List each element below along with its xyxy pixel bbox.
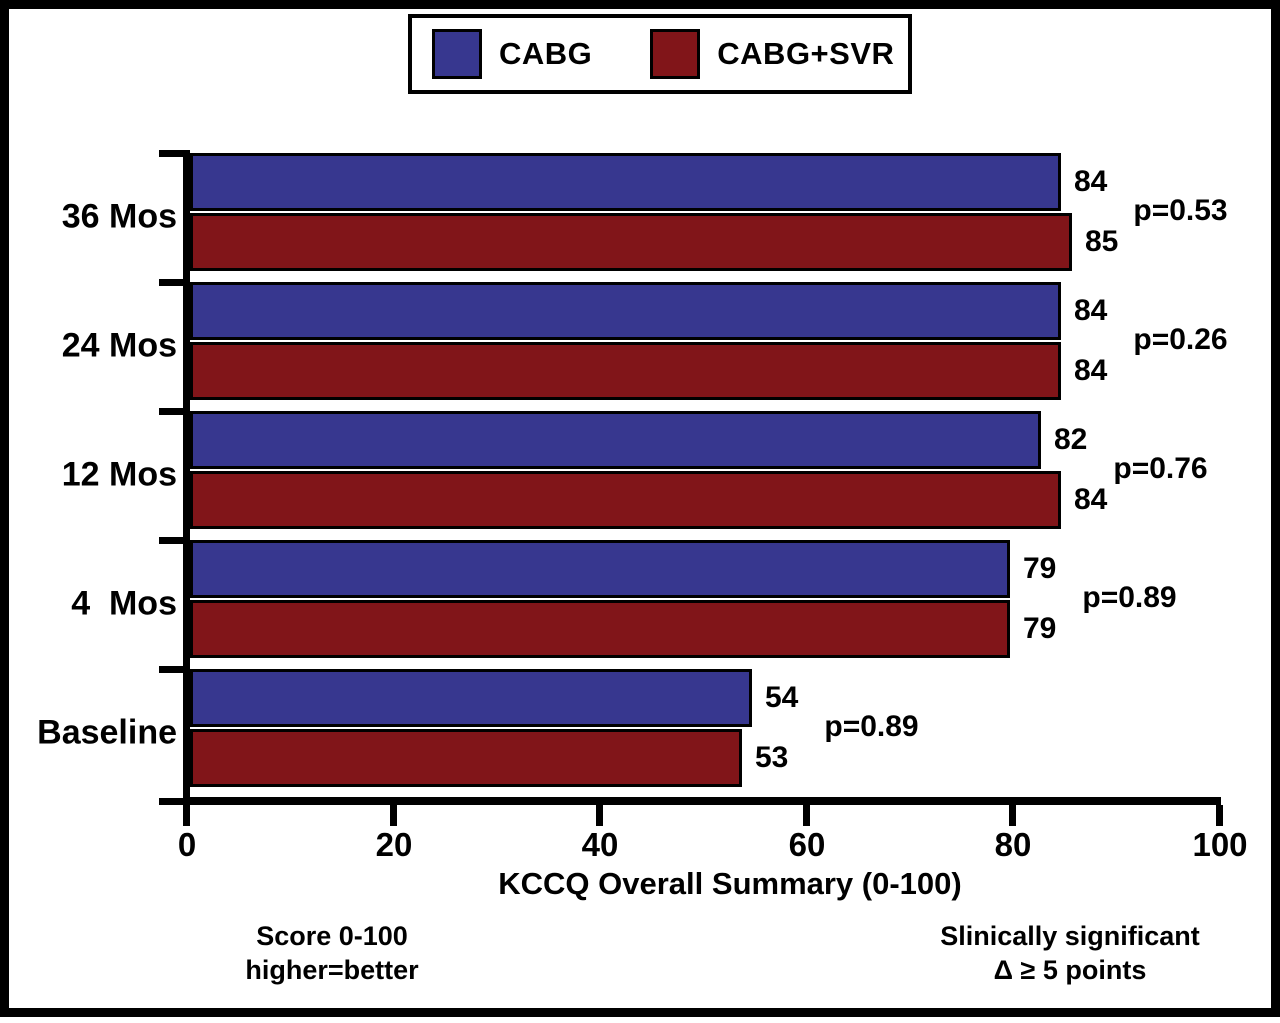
legend-item-cabg-svr: CABG+SVR (650, 29, 894, 79)
bar-group-12mos: 12 Mos 82 p=0.76 84 (62, 411, 1228, 540)
x-axis-title: KCCQ Overall Summary (0-100) (498, 866, 962, 901)
x-axis-tick (1216, 805, 1223, 826)
y-axis-tick (159, 537, 190, 544)
p-value-label: p=0.26 (1133, 323, 1228, 356)
y-axis-tick (159, 798, 190, 805)
x-axis-line (183, 797, 1221, 805)
cabg-svr-bar (190, 729, 742, 787)
cabg-legend-label: CABG (499, 36, 593, 71)
p-value-label: p=0.53 (1133, 194, 1228, 227)
x-axis-tick (1009, 805, 1016, 826)
cabg-svr-value-label: 53 (755, 741, 789, 774)
y-axis-tick (159, 666, 190, 673)
cabg-svr-value-label: 79 (1023, 612, 1057, 645)
footnote-score-range: Score 0-100 higher=better (162, 920, 502, 988)
category-label: Baseline (37, 713, 177, 752)
cabg-value-label: 54 (765, 681, 799, 714)
category-label: 36 Mos (61, 197, 177, 236)
p-value-label: p=0.89 (1082, 581, 1177, 614)
cabg-svr-color-swatch (650, 29, 701, 79)
x-tick-label: 20 (375, 826, 413, 863)
y-axis-tick (159, 279, 190, 286)
bar-group-24mos: 24 Mos 84 p=0.26 84 (62, 282, 1228, 411)
footnote-clinical-significance: Slinically significant Δ ≥ 5 points (880, 920, 1260, 988)
y-axis-tick (159, 408, 190, 415)
footnote-line: Δ ≥ 5 points (993, 954, 1147, 985)
bar-group-4mos: 4 Mos 79 p=0.89 79 (71, 540, 1228, 669)
cabg-value-label: 79 (1023, 552, 1057, 585)
category-label: 12 Mos (61, 455, 177, 494)
plot-area: 36 Mos 84 p=0.53 85 24 Mos 84 p=0.26 84 (37, 153, 1228, 798)
bar-group-36mos: 36 Mos 84 p=0.53 85 (62, 153, 1228, 282)
cabg-svr-value-label: 84 (1074, 354, 1108, 387)
x-axis-tick (183, 805, 190, 826)
cabg-svr-bar (190, 471, 1061, 529)
cabg-svr-value-label: 85 (1085, 225, 1119, 258)
cabg-bar (190, 669, 752, 727)
cabg-svr-legend-label: CABG+SVR (717, 36, 895, 71)
cabg-bar (190, 411, 1041, 469)
category-label: 24 Mos (61, 326, 177, 365)
y-axis-tick (159, 150, 190, 157)
footnote-line: higher=better (245, 954, 419, 985)
cabg-svr-bar (190, 342, 1061, 400)
legend-box: CABG CABG+SVR (408, 14, 912, 94)
cabg-svr-bar (190, 213, 1072, 271)
cabg-svr-bar (190, 600, 1010, 658)
cabg-value-label: 82 (1054, 423, 1088, 456)
x-axis-tick (803, 805, 810, 826)
cabg-bar (190, 540, 1010, 598)
category-label: 4 Mos (71, 584, 177, 623)
x-tick-label: 0 (177, 826, 197, 863)
p-value-label: p=0.89 (824, 710, 919, 743)
cabg-value-label: 84 (1074, 294, 1108, 327)
bar-group-baseline: Baseline 54 p=0.89 53 (37, 669, 1228, 798)
cabg-bar (190, 153, 1061, 211)
y-axis-line (183, 150, 190, 806)
cabg-value-label: 84 (1074, 165, 1108, 198)
x-tick-label: 40 (581, 826, 619, 863)
bottom-edge-strip (0, 1011, 1280, 1017)
footnote-line: Score 0-100 (256, 921, 408, 951)
x-tick-label: 80 (994, 826, 1032, 863)
x-tick-label: 60 (788, 826, 826, 863)
cabg-svr-value-label: 84 (1074, 483, 1108, 516)
p-value-label: p=0.76 (1113, 452, 1208, 485)
x-tick-label: 100 (1192, 826, 1248, 863)
x-axis-tick (390, 805, 397, 826)
cabg-bar (190, 282, 1061, 340)
cabg-color-swatch (432, 29, 482, 79)
footnote-line: Slinically significant (940, 921, 1200, 951)
x-axis-tick (596, 805, 603, 826)
legend-item-cabg: CABG (432, 29, 592, 79)
